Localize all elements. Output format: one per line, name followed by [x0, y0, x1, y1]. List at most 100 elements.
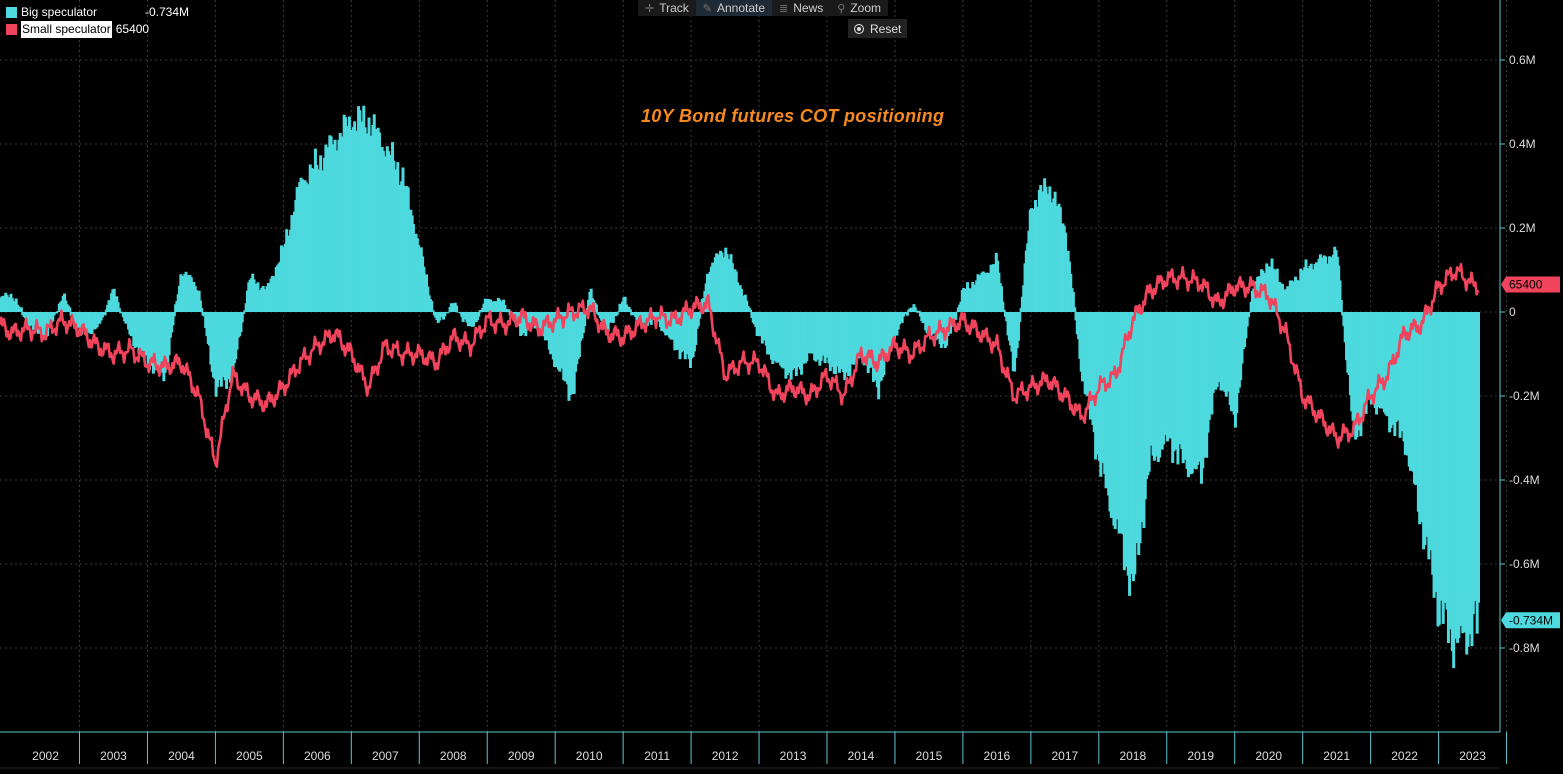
- big-speculator-bar: [103, 312, 107, 316]
- big-speculator-last-tag-label: -0.734M: [1509, 613, 1553, 627]
- big-speculator-bar: [507, 309, 511, 312]
- y-tick-label: 0.4M: [1509, 137, 1536, 151]
- zoom-label: Zoom: [850, 1, 882, 15]
- y-tick-label: -0.6M: [1509, 557, 1540, 571]
- big-speculator-swatch: [6, 7, 17, 18]
- big-speculator-bar: [100, 312, 104, 318]
- big-speculator-bar: [431, 310, 435, 312]
- big-speculator-bar: [52, 312, 56, 316]
- big-speculator-bar: [905, 312, 909, 316]
- big-speculator-bar: [623, 296, 627, 312]
- x-tick-label: 2005: [236, 749, 263, 763]
- big-speculator-bar: [916, 312, 920, 313]
- x-tick-label: 2011: [644, 749, 670, 763]
- big-speculator-bar: [240, 312, 244, 323]
- big-speculator-bar: [200, 308, 204, 312]
- x-tick-label: 2008: [440, 749, 467, 763]
- big-speculator-bar: [1248, 312, 1252, 313]
- big-speculator-bar: [117, 308, 121, 312]
- big-speculator-bar: [171, 312, 175, 326]
- x-tick-label: 2016: [984, 749, 1011, 763]
- news-label: News: [793, 1, 824, 15]
- big-speculator-bar: [443, 312, 447, 317]
- y-tick-label: -0.2M: [1509, 389, 1540, 403]
- big-speculator-bar: [611, 312, 615, 323]
- big-speculator-bar: [120, 311, 124, 313]
- reset-label: Reset: [870, 21, 902, 36]
- big-speculator-bar: [1339, 299, 1343, 312]
- annotate-label: Annotate: [717, 1, 766, 15]
- x-tick-label: 2019: [1187, 749, 1214, 763]
- big-speculator-bar: [95, 312, 99, 328]
- y-tick-label: -0.8M: [1509, 641, 1540, 655]
- x-tick-label: 2009: [508, 749, 535, 763]
- news-button[interactable]: ≣ News: [772, 0, 831, 16]
- big-speculator-bar: [116, 302, 120, 312]
- pencil-icon: ✎: [702, 2, 712, 15]
- chart-toolbar: ✛ Track ✎ Annotate ≣ News ⚲ Zoom: [638, 0, 889, 16]
- legend-big-speculator[interactable]: Big speculator -0.734M: [6, 4, 189, 21]
- big-speculator-bar: [594, 304, 598, 312]
- big-speculator-bar: [51, 312, 55, 322]
- y-tick-label: 0: [1509, 305, 1516, 319]
- x-tick-label: 2007: [372, 749, 399, 763]
- track-button[interactable]: ✛ Track: [638, 0, 696, 16]
- big-speculator-bar: [503, 304, 507, 312]
- x-tick-label: 2012: [712, 749, 739, 763]
- big-speculator-bar: [615, 312, 619, 315]
- legend-small-speculator[interactable]: Small speculator 65400: [6, 21, 189, 38]
- x-tick-label: 2015: [916, 749, 943, 763]
- chart-title: 10Y Bond futures COT positioning: [641, 106, 945, 126]
- x-tick-label: 2020: [1255, 749, 1282, 763]
- big-speculator-bar: [698, 312, 702, 319]
- x-tick-label: 2017: [1051, 749, 1078, 763]
- x-tick-label: 2023: [1459, 749, 1486, 763]
- big-speculator-bar: [1002, 309, 1006, 312]
- legend-small-label: Small speculator: [21, 21, 112, 38]
- big-speculator-bar: [445, 312, 449, 314]
- legend: Big speculator -0.734M Small speculator …: [6, 4, 189, 38]
- big-speculator-bar: [1071, 292, 1075, 312]
- track-label: Track: [659, 1, 689, 15]
- big-speculator-bar: [55, 312, 59, 314]
- x-tick-label: 2014: [848, 749, 875, 763]
- legend-small-value: 65400: [115, 22, 150, 36]
- small-speculator-line: [0, 262, 1480, 468]
- magnifier-icon: ⚲: [837, 2, 846, 15]
- big-speculator-bar: [902, 312, 906, 317]
- big-speculator-bar: [478, 310, 482, 312]
- big-speculator-bar: [455, 305, 459, 312]
- legend-big-value: -0.734M: [145, 5, 190, 19]
- y-tick-label: 0.2M: [1509, 221, 1536, 235]
- big-speculator-bar: [447, 312, 451, 313]
- big-speculator-bar: [954, 312, 958, 320]
- big-speculator-bar: [68, 307, 72, 312]
- x-tick-label: 2018: [1119, 749, 1146, 763]
- x-tick-label: 2021: [1323, 749, 1350, 763]
- annotate-button[interactable]: ✎ Annotate: [695, 0, 773, 16]
- big-speculator-bar: [900, 312, 904, 323]
- big-speculator-last-tag: [1501, 612, 1560, 629]
- reset-button[interactable]: Reset: [848, 19, 908, 38]
- x-tick-label: 2004: [168, 749, 195, 763]
- big-speculator-bar: [1247, 312, 1251, 318]
- x-tick-label: 2022: [1391, 749, 1418, 763]
- big-speculator-bar: [172, 312, 176, 317]
- big-speculator-bar: [583, 312, 587, 327]
- big-speculator-bar: [1477, 312, 1480, 603]
- y-tick-label: -0.4M: [1509, 473, 1540, 487]
- big-speculator-bar: [1245, 312, 1249, 327]
- legend-big-label: Big speculator: [21, 5, 98, 19]
- big-speculator-bar: [242, 312, 246, 314]
- crosshair-icon: ✛: [645, 2, 655, 15]
- x-tick-label: 2010: [576, 749, 603, 763]
- big-speculator-bar: [696, 312, 700, 327]
- small-speculator-last-tag-label: 65400: [1509, 278, 1543, 292]
- big-speculator-bar: [1073, 307, 1077, 312]
- big-speculator-bar: [913, 307, 917, 312]
- small-speculator-last-tag: [1501, 276, 1560, 293]
- big-speculator-bar: [915, 310, 919, 312]
- zoom-button[interactable]: ⚲ Zoom: [830, 0, 889, 16]
- big-speculator-bar: [749, 309, 753, 312]
